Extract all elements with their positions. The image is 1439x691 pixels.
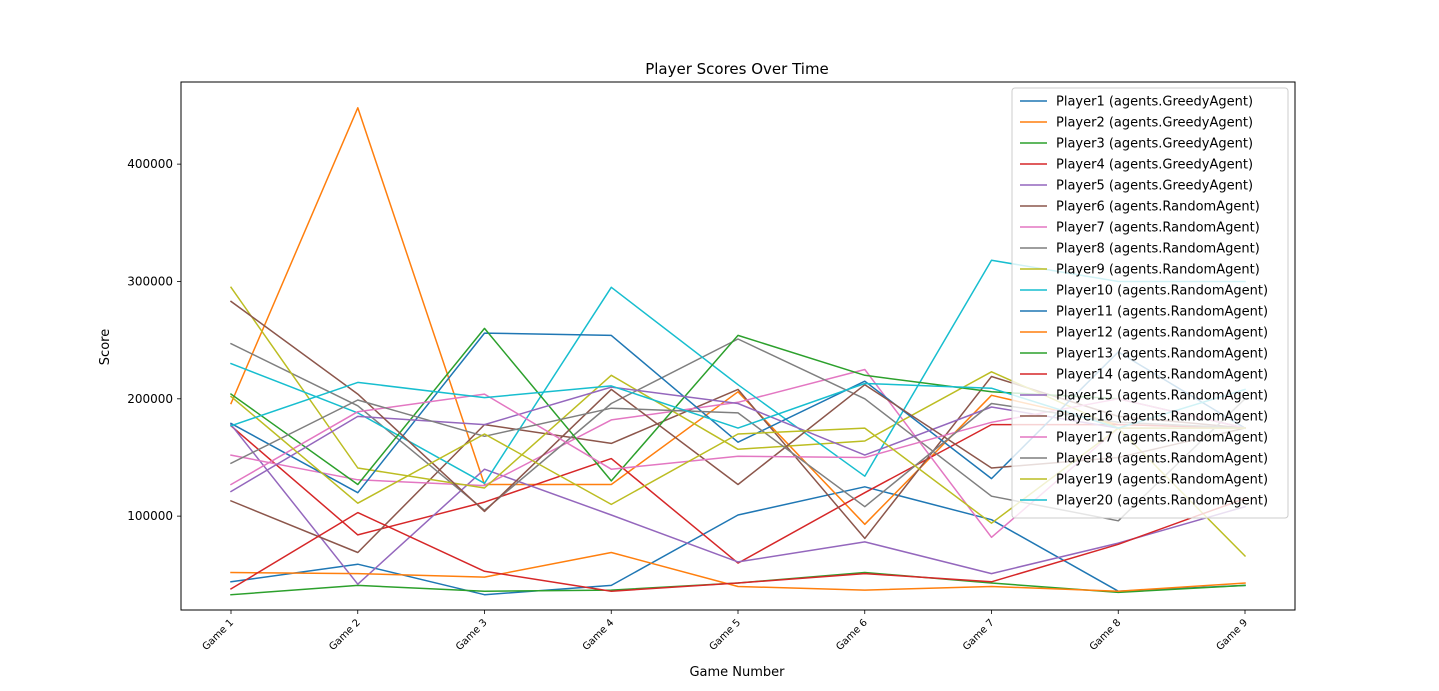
x-tick-label: Game 3 — [454, 617, 490, 653]
series-line-player14 — [229, 497, 1246, 592]
y-tick-label: 300000 — [127, 274, 173, 288]
x-tick-label: Game 9 — [1215, 617, 1251, 653]
legend-entry: Player14 (agents.RandomAgent) — [1056, 368, 1268, 383]
legend-entry: Player3 (agents.GreedyAgent) — [1056, 137, 1253, 152]
legend-entry: Player18 (agents.RandomAgent) — [1056, 452, 1268, 467]
series-line-player5 — [229, 423, 1246, 585]
legend-entry: Player12 (agents.RandomAgent) — [1056, 326, 1268, 341]
x-tick-label: Game 1 — [201, 617, 237, 653]
legend-entry: Player10 (agents.RandomAgent) — [1056, 284, 1268, 299]
y-axis: 100000 200000 300000 400000 — [127, 157, 181, 523]
legend-box — [1011, 87, 1289, 519]
legend-entry: Player9 (agents.RandomAgent) — [1056, 263, 1260, 278]
legend-entry: Player1 (agents.GreedyAgent) — [1056, 95, 1253, 110]
legend-entry: Player15 (agents.RandomAgent) — [1056, 389, 1268, 404]
legend: Player1 (agents.GreedyAgent) Player2 (age… — [1011, 87, 1289, 519]
x-axis: Game 1 Game 2 Game 3 Game 4 Game 5 Game 6 Game… — [201, 610, 1251, 653]
legend-entry: Player19 (agents.RandomAgent) — [1056, 473, 1268, 488]
chart-title: Player Scores Over Time — [645, 60, 829, 78]
x-tick-label: Game 7 — [961, 617, 997, 653]
legend-entry: Player11 (agents.RandomAgent) — [1056, 305, 1268, 320]
y-tick-label: 400000 — [127, 157, 173, 171]
legend-entry: Player13 (agents.RandomAgent) — [1056, 347, 1268, 362]
legend-entry: Player8 (agents.RandomAgent) — [1056, 242, 1260, 257]
x-tick-label: Game 2 — [327, 617, 363, 653]
x-tick-label: Game 6 — [834, 617, 870, 653]
legend-entry: Player17 (agents.RandomAgent) — [1056, 431, 1268, 446]
x-tick-label: Game 4 — [581, 617, 617, 653]
y-tick-label: 200000 — [127, 392, 173, 406]
x-axis-label: Game Number — [689, 665, 785, 680]
legend-entry: Player20 (agents.RandomAgent) — [1056, 494, 1268, 509]
series-line-player12 — [230, 551, 1246, 592]
legend-entry: Player5 (agents.GreedyAgent) — [1056, 179, 1253, 194]
legend-entry: Player7 (agents.RandomAgent) — [1056, 221, 1260, 236]
x-tick-label: Game 5 — [708, 617, 744, 653]
y-axis-label: Score — [98, 329, 113, 365]
legend-entry: Player2 (agents.GreedyAgent) — [1056, 116, 1253, 131]
y-tick-label: 100000 — [127, 509, 173, 523]
x-tick-label: Game 8 — [1088, 617, 1124, 653]
legend-entry: Player16 (agents.RandomAgent) — [1056, 410, 1268, 425]
legend-entry: Player6 (agents.RandomAgent) — [1056, 200, 1260, 215]
legend-entry: Player4 (agents.GreedyAgent) — [1056, 158, 1253, 173]
